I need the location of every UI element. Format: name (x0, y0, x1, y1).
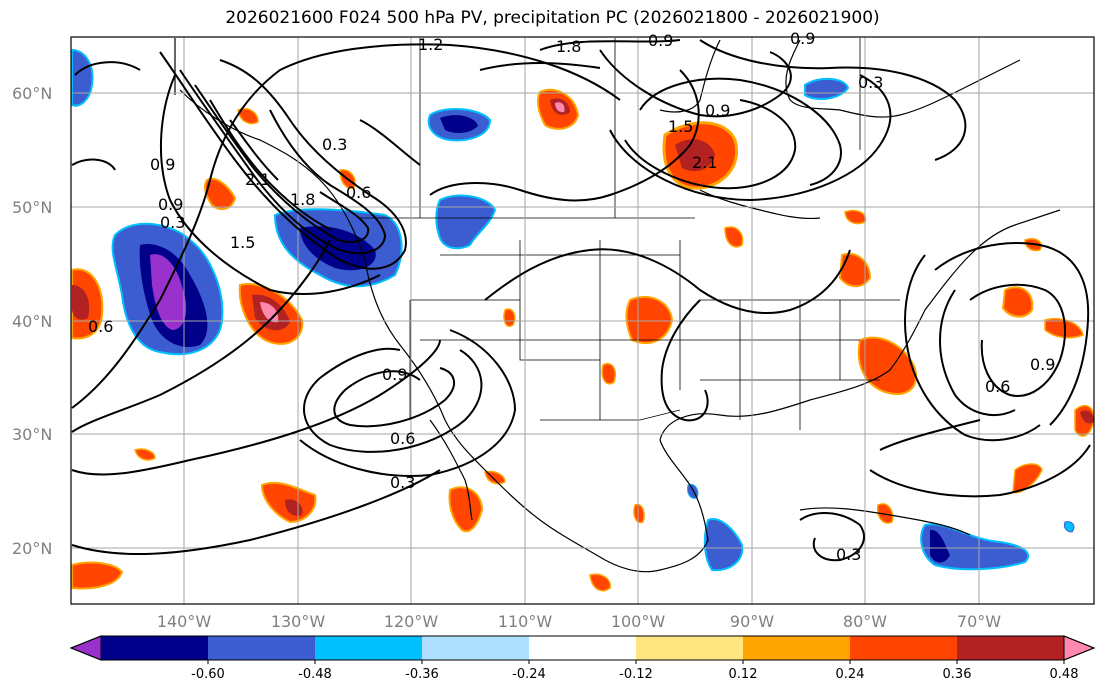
colorbar-tick-label: -0.36 (405, 667, 439, 682)
lon-label: 140°W (157, 612, 212, 631)
lon-label: 100°W (611, 612, 666, 631)
contour-label: 0.6 (390, 429, 415, 448)
colorbar-tick-label: 0.24 (836, 667, 865, 682)
contour-label: 0.3 (322, 135, 347, 154)
colorbar-tick-label: -0.60 (191, 667, 225, 682)
colorbar-outline (69, 635, 1096, 661)
contour-label: 0.9 (382, 365, 407, 384)
lat-label: 40°N (12, 312, 52, 331)
colorbar-swatch (529, 636, 636, 660)
contour-label: 0.9 (150, 155, 175, 174)
colorbar-swatch (101, 636, 208, 660)
contour-label: 0.9 (705, 101, 730, 120)
contour-label: 0.9 (1030, 355, 1055, 374)
lon-label: 90°W (730, 612, 774, 631)
precipitation-shading (71, 48, 1094, 592)
lat-label: 60°N (12, 84, 52, 103)
contour-label: 0.9 (648, 31, 673, 50)
lon-label: 80°W (843, 612, 887, 631)
lon-label: 130°W (271, 612, 326, 631)
colorbar-tick-label: 0.36 (943, 667, 972, 682)
latitude-labels: 60°N 50°N 40°N 30°N 20°N (12, 84, 52, 558)
colorbar-extend-low (69, 635, 102, 661)
map-title: 2026021600 F024 500 hPa PV, precipitatio… (225, 8, 880, 28)
coastlines (174, 38, 1061, 573)
lon-label: 70°W (957, 612, 1001, 631)
lat-label: 50°N (12, 198, 52, 217)
colorbar-tick-label: -0.12 (619, 667, 653, 682)
lon-label: 110°W (498, 612, 553, 631)
longitude-labels: 140°W 130°W 120°W 110°W 100°W 90°W 80°W … (157, 612, 1001, 631)
lon-label: 120°W (384, 612, 439, 631)
lat-label: 20°N (12, 539, 52, 558)
lat-label: 30°N (12, 425, 52, 444)
contour-label: 1.2 (418, 35, 443, 54)
map-frame (70, 36, 1095, 605)
colorbar-tick-label: 0.12 (729, 667, 758, 682)
contour-label: 2.1 (692, 153, 717, 172)
contour-label: 0.3 (390, 473, 415, 492)
contour-label: 0.6 (346, 183, 371, 202)
colorbar-tick-label: 0.48 (1050, 667, 1079, 682)
colorbar-swatch (315, 636, 422, 660)
contour-labels: 1.2 1.8 0.9 0.3 0.9 1.5 2.1 0.3 0.9 0.6 … (88, 29, 1055, 564)
contour-label: 0.6 (985, 377, 1010, 396)
colorbar: -0.60 -0.48 -0.36 -0.24 -0.12 0.12 0.24 0.36 0.4… (69, 635, 1096, 682)
contour-label: 1.8 (290, 190, 315, 209)
colorbar-tick-label: -0.48 (298, 667, 332, 682)
colorbar-swatch (208, 636, 315, 660)
contour-label: 1.5 (668, 117, 693, 136)
colorbar-tick-label: -0.24 (512, 667, 546, 682)
colorbar-swatch (850, 636, 957, 660)
colorbar-swatch (636, 636, 743, 660)
colorbar-extend-high (1063, 635, 1096, 661)
contour-label: 0.3 (160, 213, 185, 232)
graticule (71, 37, 1094, 604)
contour-label: 0.9 (158, 195, 183, 214)
contour-label: 1.8 (556, 37, 581, 56)
contour-label: 1.5 (230, 233, 255, 252)
contour-label: 0.6 (88, 317, 113, 336)
contour-label: 0.3 (836, 545, 861, 564)
colorbar-swatch (957, 636, 1064, 660)
contour-label: 0.9 (790, 29, 815, 48)
contour-label: 0.3 (858, 73, 883, 92)
contour-label: 2.1 (245, 170, 270, 189)
colorbar-swatch (422, 636, 529, 660)
pv-contours (71, 39, 1091, 562)
colorbar-swatch (743, 636, 850, 660)
